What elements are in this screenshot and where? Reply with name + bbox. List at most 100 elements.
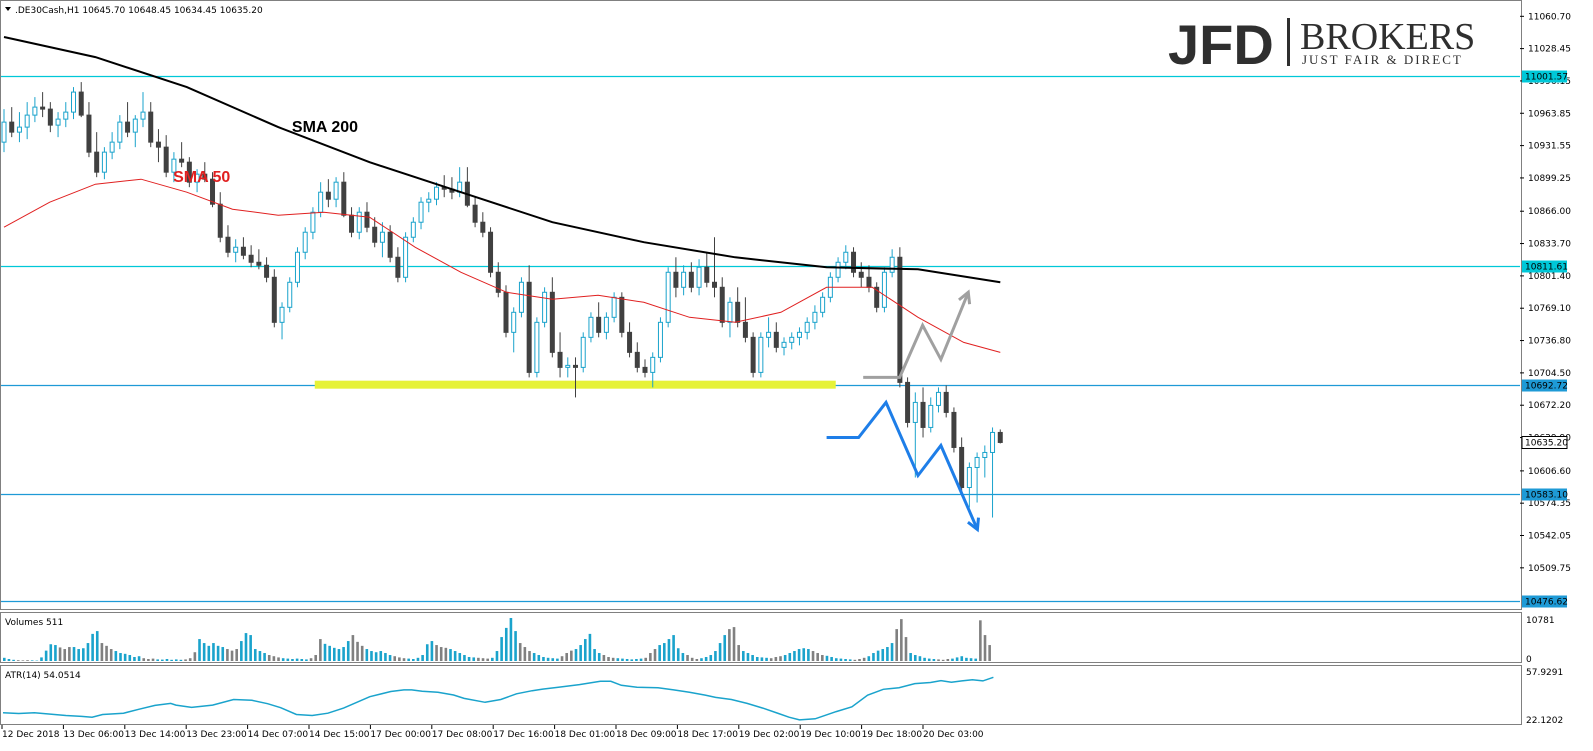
volume-bar-85	[398, 657, 401, 661]
volume-bar-191	[890, 643, 894, 661]
price-tick-4: 10931.55	[1528, 142, 1571, 152]
volume-bar-116	[542, 657, 545, 661]
volume-bar-4	[21, 660, 25, 661]
volume-bar-162	[755, 657, 759, 661]
time-tick-1: 13 Dec 06:00	[63, 730, 124, 740]
price-tick-17: 10509.75	[1528, 564, 1571, 574]
candle-123	[951, 407, 957, 453]
level-tag-bg-4	[1522, 595, 1567, 608]
candle-29	[225, 225, 231, 258]
candle-26	[202, 162, 208, 183]
volume-bar-166	[774, 657, 778, 661]
candle-111	[858, 262, 864, 288]
volume-bar-175	[816, 653, 819, 661]
annotation-sma-50: SMA 50	[173, 169, 230, 186]
volume-bar-109	[509, 618, 513, 661]
candle-70	[542, 287, 548, 328]
forecast-up	[863, 291, 970, 379]
volume-bar-201	[937, 659, 940, 661]
candle-32	[248, 245, 254, 268]
time-tick-11: 18 Dec 17:00	[677, 730, 738, 740]
volume-bar-110	[514, 631, 517, 661]
price-tick-7: 10833.70	[1528, 240, 1571, 250]
volume-bar-202	[941, 659, 945, 661]
volume-bar-72	[337, 649, 341, 661]
volume-bar-130	[607, 657, 610, 661]
candle-64	[495, 262, 501, 298]
volume-bar-68	[319, 639, 322, 661]
candle-15	[117, 115, 123, 150]
volume-bar-79	[370, 651, 373, 661]
volume-bar-153	[714, 651, 717, 661]
volume-bar-104	[486, 658, 489, 661]
level-tag-1: 10811.61	[1525, 263, 1568, 273]
level-tag-bg-0	[1522, 70, 1567, 83]
volume-bar-6	[30, 660, 34, 661]
volume-bar-37	[174, 659, 178, 661]
volume-bar-29	[137, 656, 141, 661]
volume-bar-70	[328, 645, 331, 661]
volume-bar-206	[960, 656, 964, 661]
level-tag-bg-3	[1522, 488, 1567, 501]
candle-120	[928, 397, 934, 433]
candle-50	[387, 225, 393, 263]
volume-bar-132	[616, 658, 620, 661]
volume-bar-67	[314, 655, 318, 661]
volume-bar-106	[495, 651, 499, 661]
candle-104	[804, 317, 810, 340]
volume-bar-64	[300, 659, 304, 661]
volume-bar-151	[704, 657, 708, 661]
volume-bar-14	[68, 647, 71, 661]
atr-title: ATR(14) 54.0514	[5, 671, 81, 681]
volume-bar-11	[54, 645, 57, 661]
candle-88	[681, 265, 687, 296]
volume-bar-57	[267, 655, 271, 661]
volume-bar-199	[927, 658, 931, 661]
candle-78	[603, 312, 609, 340]
atr-panel-frame	[0, 665, 1522, 725]
volume-bar-0	[3, 657, 6, 661]
volume-bar-101	[472, 657, 476, 661]
volume-bar-115	[537, 655, 541, 661]
volume-bar-100	[467, 657, 471, 661]
candle-1	[9, 107, 15, 138]
candle-8	[63, 102, 69, 128]
candle-19	[148, 102, 154, 148]
candle-90	[696, 259, 702, 296]
time-axis[interactable]: 12 Dec 2018 13 Dec 06:00 13 Dec 14:00 13 De…	[1, 725, 984, 740]
volume-bar-13	[63, 649, 67, 661]
volume-bar-172	[802, 648, 806, 661]
candle-81	[627, 322, 633, 358]
volume-bar-113	[528, 651, 531, 661]
volume-bar-125	[583, 639, 587, 661]
candle-113	[874, 282, 880, 313]
price-tick-9: 10769.10	[1528, 304, 1571, 314]
volume-bar-177	[825, 655, 829, 661]
candle-18	[140, 92, 146, 128]
candle-44	[341, 172, 347, 218]
volume-bar-167	[779, 656, 782, 661]
volume-bar-173	[807, 649, 810, 661]
volume-bar-76	[356, 641, 359, 661]
annotations-layer: SMA 200 SMA 50	[173, 119, 358, 186]
jfd-brokers-logo: JFD BROKERS JUST FAIR & DIRECT	[1168, 13, 1475, 76]
time-tick-12: 19 Dec 02:00	[739, 730, 800, 740]
volume-bar-181	[844, 659, 847, 661]
volume-bar-149	[695, 659, 699, 661]
volume-bar-25	[119, 653, 122, 661]
indicators-layer	[3, 36, 1001, 353]
volume-bar-46	[216, 645, 220, 661]
volume-axis: 10781 0	[1526, 616, 1555, 665]
volume-bar-81	[379, 651, 383, 661]
volume-bar-190	[886, 647, 889, 661]
candle-66	[511, 307, 517, 353]
menu-triangle-icon[interactable]	[5, 7, 11, 11]
candle-76	[588, 312, 594, 343]
candle-69	[534, 317, 540, 378]
volume-bar-140	[653, 649, 657, 661]
volume-bar-192	[895, 629, 898, 661]
candle-115	[889, 249, 895, 278]
volume-bar-19	[91, 633, 94, 661]
forecast-arrowhead-down	[967, 517, 980, 533]
volume-bar-87	[407, 658, 410, 661]
